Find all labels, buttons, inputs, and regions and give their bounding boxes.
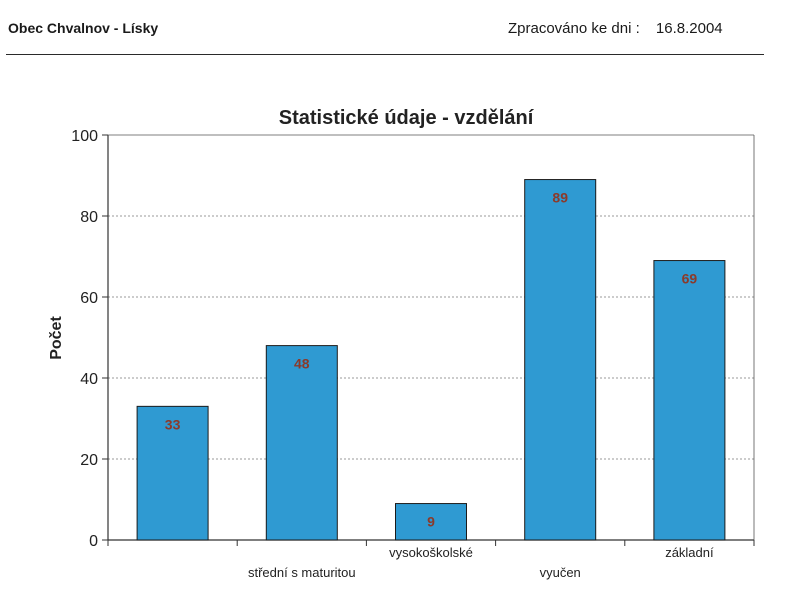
processed-date: 16.8.2004: [655, 20, 723, 37]
data-label: 48: [294, 356, 310, 372]
bar: [524, 179, 597, 541]
y-tick-label: 100: [71, 128, 98, 145]
header-divider: [6, 54, 764, 55]
x-tick-label: střední s maturitou: [248, 565, 356, 580]
data-label: 69: [682, 271, 698, 287]
plot-area: 0 20 40 60 80 100 33 48 střední s maturitou 9 vyso…: [71, 128, 755, 580]
bar: [395, 503, 467, 541]
municipality-name: Obec Chvalnov - Lísky: [8, 20, 159, 36]
x-tick-label: vyučen: [540, 565, 581, 580]
y-tick-label: 20: [80, 452, 98, 469]
bar: [265, 345, 338, 541]
x-tick-label: vysokoškolské: [389, 545, 473, 560]
y-tick-label: 60: [80, 290, 98, 307]
y-axis-label: Počet: [48, 316, 65, 360]
data-label: 33: [165, 416, 181, 432]
y-tick-label: 80: [80, 209, 98, 226]
y-tick-label: 40: [80, 371, 98, 388]
processed-info: Zpracováno ke dni : 16.8.2004: [508, 20, 723, 37]
processed-label: Zpracováno ke dni :: [508, 20, 640, 37]
chart-title: Statistické údaje - vzdělání: [279, 107, 535, 129]
bar: [653, 260, 726, 541]
y-tick-label: 0: [89, 533, 98, 550]
data-label: 9: [427, 514, 435, 530]
data-label: 89: [552, 190, 568, 206]
bar: [136, 405, 209, 541]
x-tick-label: základní: [665, 545, 714, 560]
